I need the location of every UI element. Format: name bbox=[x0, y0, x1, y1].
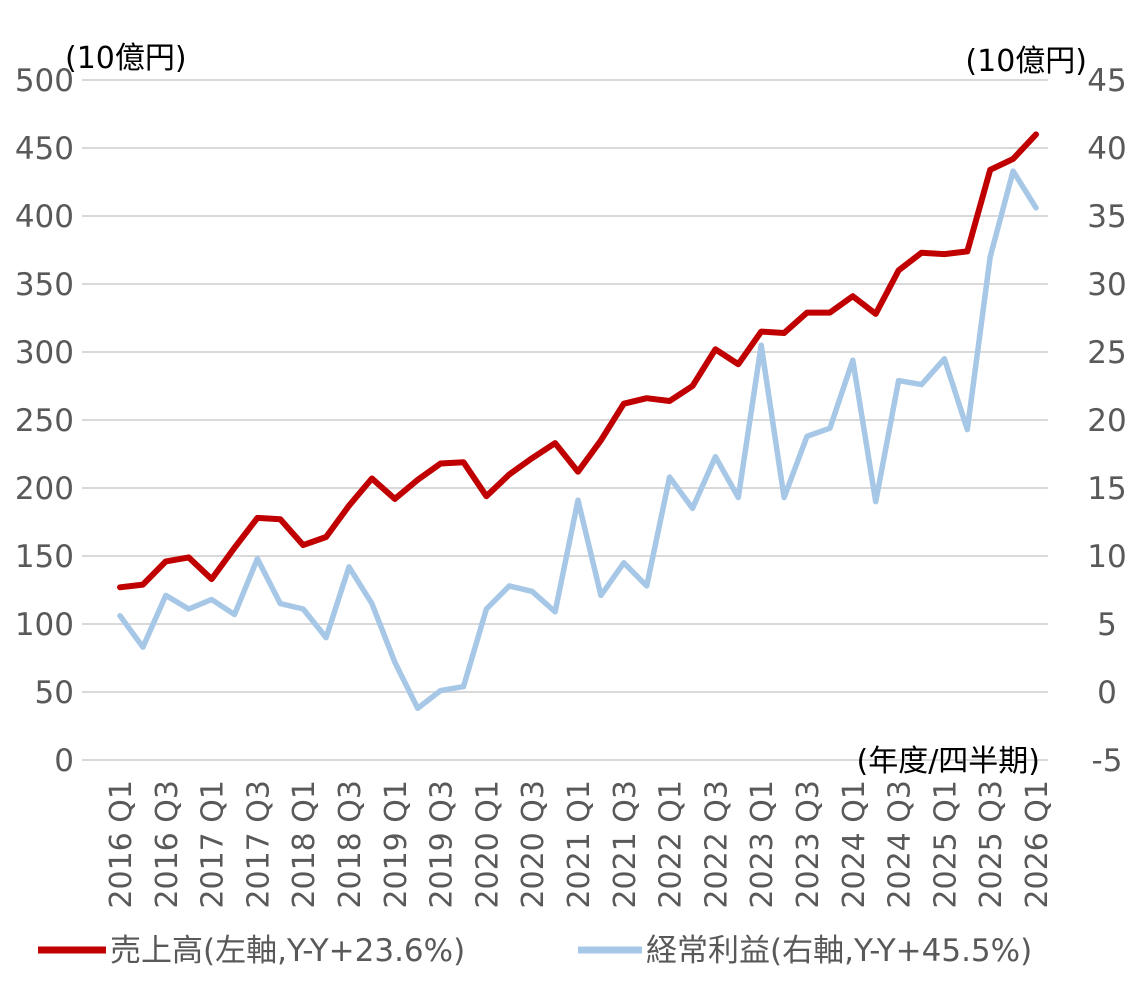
x-tick-label: 2019 Q3 bbox=[425, 780, 460, 909]
x-tick-label: 2019 Q1 bbox=[379, 780, 414, 909]
left-tick-label: 500 bbox=[15, 63, 74, 99]
right-tick-label: 0 bbox=[1097, 675, 1117, 711]
left-tick-label: 0 bbox=[54, 743, 74, 779]
right-tick-label: 20 bbox=[1087, 403, 1126, 439]
x-tick-label: 2021 Q3 bbox=[608, 780, 643, 909]
legend-label-profit: 経常利益(右軸,Y-Y+45.5%) bbox=[646, 933, 1032, 969]
x-axis-ticks: 2016 Q1 2016 Q3 2017 Q1 2017 Q3 2018 Q1 2018 … bbox=[104, 780, 1055, 909]
right-tick-label: 30 bbox=[1087, 267, 1126, 303]
legend: 売上高(左軸,Y-Y+23.6%) 経常利益(右軸,Y-Y+45.5%) bbox=[38, 933, 1032, 969]
gridlines bbox=[82, 79, 1048, 761]
x-tick-label: 2018 Q1 bbox=[287, 780, 322, 909]
x-tick-label: 2022 Q3 bbox=[699, 780, 734, 909]
x-tick-label: 2017 Q3 bbox=[241, 780, 276, 909]
x-tick-label: 2022 Q1 bbox=[654, 780, 689, 909]
series-line-sales bbox=[117, 131, 1039, 591]
x-tick-label: 2023 Q1 bbox=[745, 780, 780, 909]
left-tick-label: 50 bbox=[35, 675, 74, 711]
x-tick-label: 2025 Q3 bbox=[974, 780, 1009, 909]
x-tick-label: 2016 Q1 bbox=[104, 780, 139, 909]
left-tick-label: 250 bbox=[15, 403, 74, 439]
right-tick-label: 45 bbox=[1087, 63, 1126, 99]
x-tick-label: 2016 Q3 bbox=[150, 780, 185, 909]
legend-label-sales: 売上高(左軸,Y-Y+23.6%) bbox=[110, 933, 465, 969]
series-lines bbox=[117, 131, 1039, 712]
left-tick-label: 150 bbox=[15, 539, 74, 575]
x-tick-label: 2023 Q3 bbox=[791, 780, 826, 909]
left-axis-ticks: 0 50 100 150 200 250 300 350 400 450 500 bbox=[15, 63, 74, 779]
right-tick-label: -5 bbox=[1092, 743, 1123, 779]
x-tick-label: 2020 Q1 bbox=[470, 780, 505, 909]
right-axis-unit: (10億円) bbox=[965, 44, 1087, 79]
x-tick-label: 2021 Q1 bbox=[562, 780, 597, 909]
left-tick-label: 100 bbox=[15, 607, 74, 643]
right-tick-label: 5 bbox=[1097, 607, 1117, 643]
x-tick-label: 2024 Q3 bbox=[883, 780, 918, 909]
x-tick-label: 2018 Q3 bbox=[333, 780, 368, 909]
x-tick-label: 2024 Q1 bbox=[837, 780, 872, 909]
x-tick-label: 2025 Q1 bbox=[928, 780, 963, 909]
left-axis-unit: (10億円) bbox=[65, 41, 187, 76]
left-tick-label: 350 bbox=[15, 267, 74, 303]
left-tick-label: 450 bbox=[15, 131, 74, 167]
right-tick-label: 35 bbox=[1087, 199, 1126, 235]
left-tick-label: 300 bbox=[15, 335, 74, 371]
x-tick-label: 2026 Q1 bbox=[1020, 780, 1055, 909]
right-tick-label: 10 bbox=[1087, 539, 1126, 575]
x-axis-unit: (年度/四半期) bbox=[856, 744, 1040, 779]
left-tick-label: 400 bbox=[15, 199, 74, 235]
x-tick-label: 2017 Q1 bbox=[196, 780, 231, 909]
series-line-profit bbox=[117, 168, 1039, 712]
right-axis-ticks: -5 0 5 10 15 20 25 30 35 40 45 bbox=[1087, 63, 1126, 779]
x-tick-label: 2020 Q3 bbox=[516, 780, 551, 909]
left-tick-label: 200 bbox=[15, 471, 74, 507]
right-tick-label: 40 bbox=[1087, 131, 1126, 167]
right-tick-label: 25 bbox=[1087, 335, 1126, 371]
right-tick-label: 15 bbox=[1087, 471, 1126, 507]
